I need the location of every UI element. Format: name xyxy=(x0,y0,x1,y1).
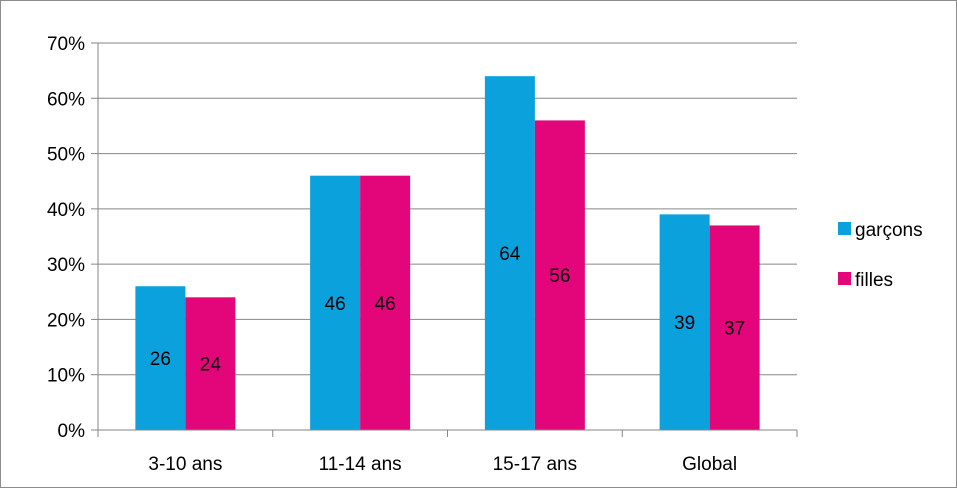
data-label: 46 xyxy=(325,294,346,315)
legend-label: garçons xyxy=(855,220,923,241)
bar-garçons-0 xyxy=(135,286,186,430)
x-tick-label: 3-10 ans xyxy=(148,454,222,475)
x-axis-ticks: 3-10 ans 11-14 ans 15-17 ans Global xyxy=(148,454,737,475)
legend-swatch-garçons xyxy=(838,222,851,235)
x-axis xyxy=(91,42,798,437)
bar-filles-2 xyxy=(534,120,585,431)
bar-filles-3 xyxy=(709,225,760,430)
data-label: 24 xyxy=(200,355,222,376)
y-tick-label: 70% xyxy=(47,34,85,55)
y-tick-label: 60% xyxy=(47,89,85,110)
data-label: 37 xyxy=(724,319,745,340)
legend: garçons filles xyxy=(838,220,923,291)
bars xyxy=(135,76,760,431)
x-tick-label: 15-17 ans xyxy=(493,454,578,475)
y-axis-ticks: 0% 10% 20% 30% 40% 50% 60% 70% xyxy=(47,34,85,442)
x-tick-label: 11-14 ans xyxy=(319,454,402,475)
y-tick-label: 10% xyxy=(47,366,85,387)
y-tick-label: 20% xyxy=(47,310,85,331)
data-label: 26 xyxy=(150,349,171,370)
y-tick-label: 40% xyxy=(47,200,85,221)
bar-garçons-3 xyxy=(659,214,710,430)
x-tick-label: Global xyxy=(682,454,737,475)
y-tick-label: 30% xyxy=(47,255,85,276)
y-tick-label: 50% xyxy=(47,145,85,166)
bar-garçons-1 xyxy=(310,175,361,430)
data-label: 46 xyxy=(375,294,396,315)
bar-garçons-2 xyxy=(484,76,535,431)
data-label: 56 xyxy=(549,266,570,287)
legend-swatch-filles xyxy=(838,272,851,285)
y-tick-label: 0% xyxy=(58,421,86,442)
bar-filles-0 xyxy=(185,297,236,430)
data-label: 39 xyxy=(674,313,695,334)
legend-label: filles xyxy=(855,270,893,291)
data-label: 64 xyxy=(499,244,521,265)
data-labels: 26 24 46 46 64 56 39 37 xyxy=(150,244,745,376)
bar-filles-1 xyxy=(360,175,411,430)
